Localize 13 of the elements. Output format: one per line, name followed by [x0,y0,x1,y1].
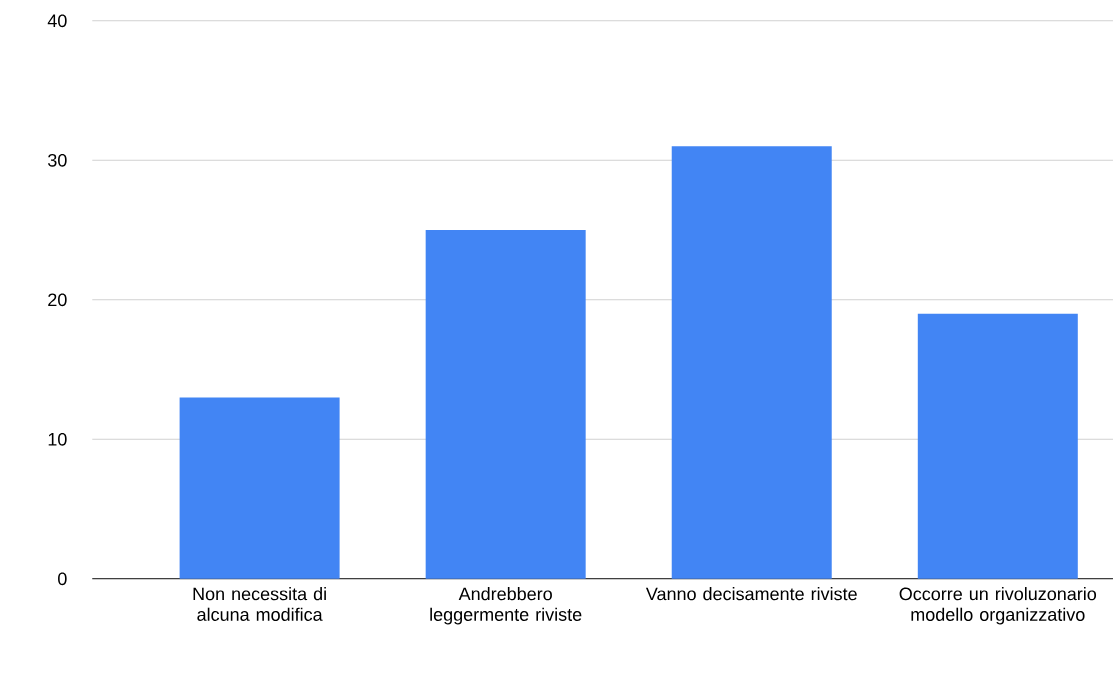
x-tick-label: Vanno decisamente riviste [645,587,857,601]
x-tick-label: Andrebbero leggermente riviste [430,587,582,625]
y-tick-label: 10 [48,432,67,446]
bar [917,313,1078,579]
bar [671,146,832,579]
y-tick-label: 0 [58,572,67,586]
bar [425,230,586,579]
y-tick-label: 40 [47,14,67,28]
y-tick-label: 30 [48,153,67,167]
x-tick-label: Non necessita di alcuna modifica [193,587,326,621]
bar [179,397,340,579]
x-tick-label: Occorre un rivoluzonario modello organizzativo [899,587,1097,625]
y-tick-label: 20 [48,293,67,307]
